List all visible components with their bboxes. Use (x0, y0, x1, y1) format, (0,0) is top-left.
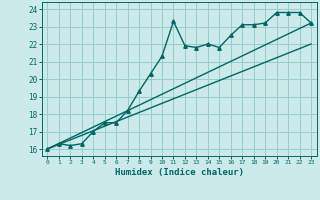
X-axis label: Humidex (Indice chaleur): Humidex (Indice chaleur) (115, 168, 244, 177)
